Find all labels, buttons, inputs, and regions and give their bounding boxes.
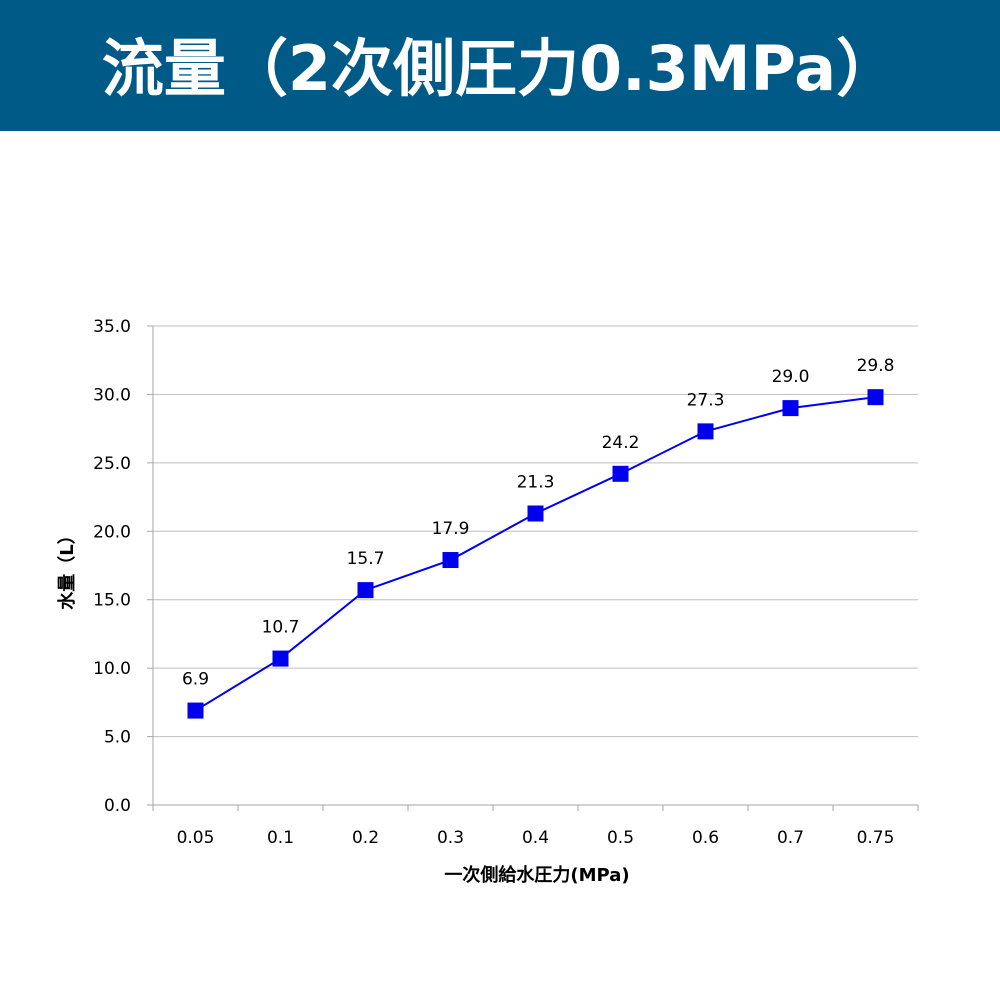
data-point-marker xyxy=(612,465,629,482)
data-point-marker xyxy=(442,552,459,569)
y-tick-label: 0.0 xyxy=(104,796,131,816)
data-label: 6.9 xyxy=(182,670,209,690)
data-point-marker xyxy=(357,582,374,599)
x-tick-label: 0.2 xyxy=(352,828,379,848)
data-point-marker xyxy=(187,702,204,719)
y-tick-label: 5.0 xyxy=(104,728,131,748)
x-tick-label: 0.1 xyxy=(267,828,294,848)
page-title: 流量（2次側圧力0.3MPa） xyxy=(101,32,899,105)
axes xyxy=(147,325,919,811)
x-tick-label: 0.5 xyxy=(607,828,634,848)
gridlines xyxy=(153,325,918,738)
x-tick-label: 0.05 xyxy=(177,828,215,848)
data-label: 17.9 xyxy=(432,519,470,539)
y-tick-label: 10.0 xyxy=(93,659,131,679)
y-axis-title: 水量（L） xyxy=(56,526,78,609)
series-line-group xyxy=(194,396,876,712)
data-label: 24.2 xyxy=(602,433,640,453)
data-point-marker xyxy=(782,400,799,417)
x-tick-label: 0.6 xyxy=(692,828,719,848)
y-tick-label: 20.0 xyxy=(93,522,131,542)
data-label: 10.7 xyxy=(262,618,300,638)
y-tick-labels: 0.0 5.0 10.0 15.0 20.0 25.0 30.0 35.0 xyxy=(93,317,131,816)
data-point-marker xyxy=(527,505,544,522)
data-point-marker xyxy=(867,389,884,406)
x-tick-label: 0.75 xyxy=(857,828,895,848)
data-point-marker xyxy=(697,423,714,440)
x-tick-labels: 0.05 0.1 0.2 0.3 0.4 0.5 0.6 0.7 0.75 xyxy=(177,828,895,848)
data-point-marker xyxy=(272,650,289,667)
y-tick-label: 25.0 xyxy=(93,454,131,474)
x-axis-title: 一次側給水圧力(MPa) xyxy=(444,864,629,886)
data-markers xyxy=(187,389,884,719)
y-tick-label: 35.0 xyxy=(93,317,131,337)
data-label: 29.8 xyxy=(857,356,895,376)
data-labels: 6.9 10.7 15.7 17.9 21.3 24.2 27.3 29.0 29.8 xyxy=(182,356,894,689)
header-bar: 流量（2次側圧力0.3MPa） xyxy=(0,0,1000,131)
data-label: 21.3 xyxy=(517,472,555,492)
x-tick-label: 0.3 xyxy=(437,828,464,848)
data-label: 27.3 xyxy=(687,390,725,410)
x-tick-label: 0.7 xyxy=(777,828,804,848)
x-tick-label: 0.4 xyxy=(522,828,549,848)
series-line xyxy=(194,396,876,712)
data-label: 15.7 xyxy=(347,549,385,569)
y-tick-label: 30.0 xyxy=(93,385,131,405)
y-tick-label: 15.0 xyxy=(93,591,131,611)
data-label: 29.0 xyxy=(772,367,810,387)
